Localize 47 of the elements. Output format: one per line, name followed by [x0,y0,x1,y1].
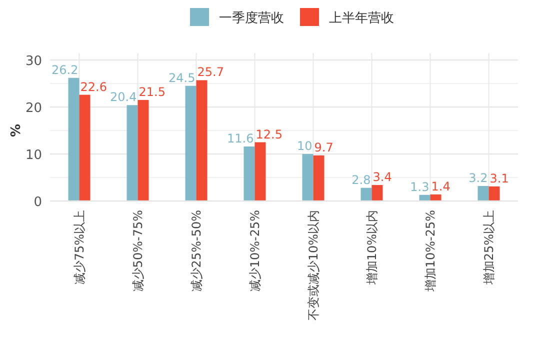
bar [478,186,489,201]
data-label: 26.2 [52,62,78,77]
x-tick-label: 增加25%以上 [482,210,496,286]
data-label: 22.6 [80,80,107,94]
y-tick-label: 10 [25,148,42,163]
x-tick-label: 减少25%-50% [189,210,204,292]
bar [126,105,138,201]
data-label: 3.1 [490,171,509,186]
x-tick-label: 增加10%以内 [364,210,379,286]
bar [138,100,149,201]
data-label: 2.8 [352,172,371,187]
bar [360,188,372,201]
data-label: 11.6 [227,131,254,146]
data-label: 1.3 [410,180,430,194]
bar [196,80,208,201]
bar [185,86,196,201]
bar [79,94,90,201]
data-label: 10 [296,139,312,153]
data-label: 25.7 [197,65,224,80]
data-label: 24.5 [168,70,196,85]
x-tick-label: 减少10%-25% [248,210,262,292]
data-label: 3.2 [468,170,488,185]
y-tick-label: 30 [25,54,42,69]
x-tick-label: 减少50%-75% [130,210,145,292]
data-label: 3.4 [372,170,392,184]
data-label: 21.5 [138,84,166,99]
data-label: 9.7 [314,140,334,154]
y-axis-title: % [9,124,24,138]
x-tick-label: 增加10%-25% [423,210,438,293]
bar [488,186,500,201]
bar [419,194,430,201]
y-tick-label: 0 [34,195,42,210]
bar [68,78,80,201]
x-tick-label: 减少75%以上 [72,210,86,285]
legend-label: 一季度营收 [219,10,284,26]
bar [302,154,314,201]
bar [430,194,442,201]
bar [244,146,255,201]
data-label: 12.5 [256,127,282,142]
data-label: 1.4 [431,179,450,194]
bar [372,185,383,201]
y-tick-label: 20 [25,101,42,116]
data-label: 20.4 [110,90,137,104]
bar [254,142,266,201]
bar [313,155,324,201]
legend-label: 上半年营收 [329,11,394,26]
x-tick-label: 不变或减少10%以内 [306,210,320,321]
